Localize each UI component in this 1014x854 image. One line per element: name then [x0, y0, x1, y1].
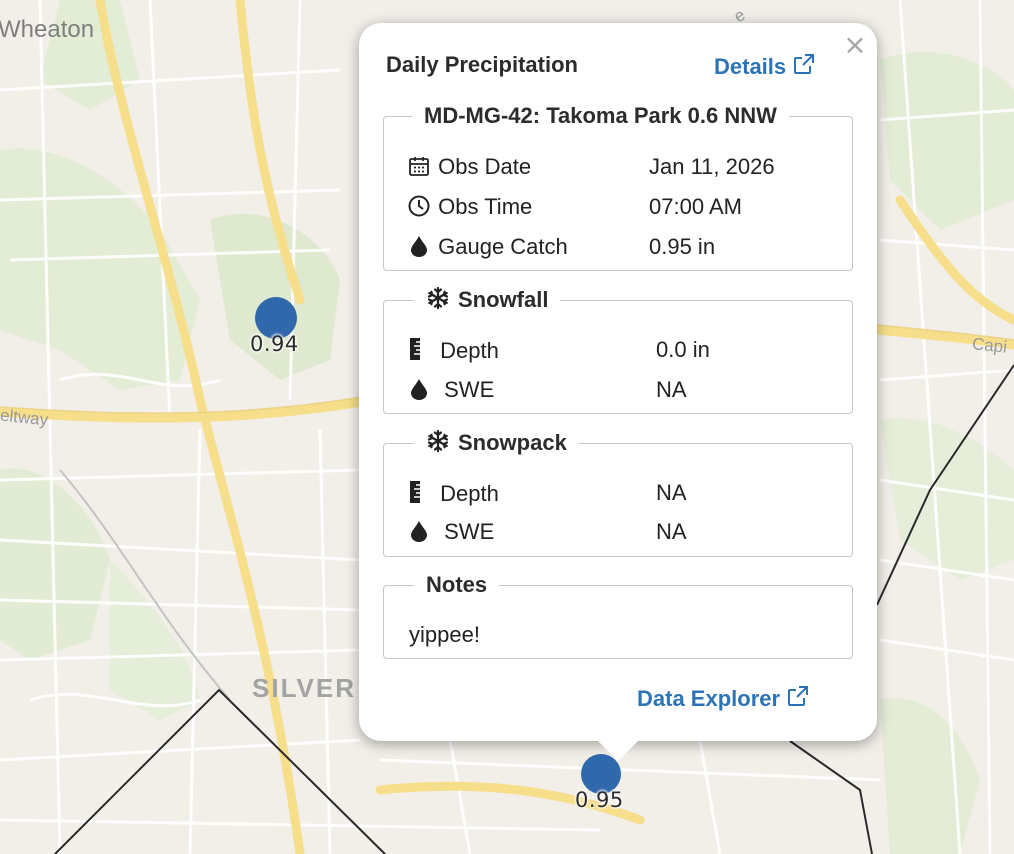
station-marker[interactable] [255, 297, 297, 339]
calendar-icon [408, 155, 432, 183]
notes-text: yippee! [409, 622, 480, 647]
snowfall-swe-label: SWE [408, 377, 494, 406]
station-marker-value: 0.94 [250, 332, 299, 356]
snowfall-swe-text: SWE [444, 377, 495, 402]
gauge-catch-text: Gauge Catch [438, 234, 568, 259]
notes-legend: Notes [426, 572, 488, 597]
selected-station-marker-value: 0.95 [575, 788, 624, 812]
details-link[interactable]: Details [714, 52, 816, 82]
external-link-icon [786, 684, 810, 714]
data-explorer-link-label: Data Explorer [637, 686, 781, 711]
drop-icon [408, 520, 438, 548]
obs-time-value: 07:00 AM [649, 194, 742, 219]
station-box: MD-MG-42: Takoma Park 0.6 NNW [383, 104, 853, 271]
snowfall-swe-value: NA [656, 377, 687, 402]
snowfall-title: Snowfall [458, 287, 549, 312]
ruler-icon [408, 337, 434, 367]
obs-date-label: Obs Date [408, 154, 531, 183]
ruler-icon [408, 480, 434, 510]
snowflake-icon [426, 286, 450, 315]
obs-date-value: Jan 11, 2026 [649, 154, 775, 179]
snowpack-depth-label: Depth [408, 480, 499, 510]
snowpack-legend: Snowpack [414, 429, 579, 458]
data-explorer-link[interactable]: Data Explorer [637, 684, 810, 714]
popup-tip [597, 740, 639, 761]
snowpack-swe-value: NA [656, 519, 687, 544]
obs-time-text: Obs Time [438, 194, 533, 219]
notes-box: Notes [383, 573, 853, 659]
drop-icon [408, 235, 432, 263]
popup-title: Daily Precipitation [386, 52, 578, 77]
snowfall-depth-label: Depth [408, 337, 499, 367]
gauge-catch-value: 0.95 in [649, 234, 716, 259]
snowpack-depth-value: NA [656, 480, 687, 505]
map-label-wheaton: Wheaton [0, 16, 95, 43]
snowpack-swe-text: SWE [444, 519, 495, 544]
snowpack-title: Snowpack [458, 430, 567, 455]
snowpack-swe-label: SWE [408, 519, 494, 548]
station-popup [359, 23, 877, 741]
snowpack-depth-text: Depth [440, 481, 499, 506]
snowfall-depth-value: 0.0 in [656, 337, 710, 362]
details-link-label: Details [714, 54, 787, 79]
snowpack-box: Snowpack [383, 429, 853, 557]
obs-date-text: Obs Date [438, 154, 532, 179]
map-label-silver-spring: SILVER [252, 673, 356, 703]
snowfall-depth-text: Depth [440, 338, 499, 363]
snowfall-legend: Snowfall [414, 286, 560, 315]
obs-time-label: Obs Time [408, 194, 532, 223]
gauge-catch-label: Gauge Catch [408, 234, 568, 263]
station-name: MD-MG-42: Takoma Park 0.6 NNW [424, 103, 777, 128]
snowfall-box: Snowfall [383, 286, 853, 414]
drop-icon [408, 378, 438, 406]
external-link-icon [792, 52, 816, 82]
clock-icon [408, 195, 432, 223]
map-label-capital: Capi [971, 334, 1008, 357]
snowflake-icon [426, 429, 450, 458]
close-button[interactable]: × [843, 28, 867, 61]
